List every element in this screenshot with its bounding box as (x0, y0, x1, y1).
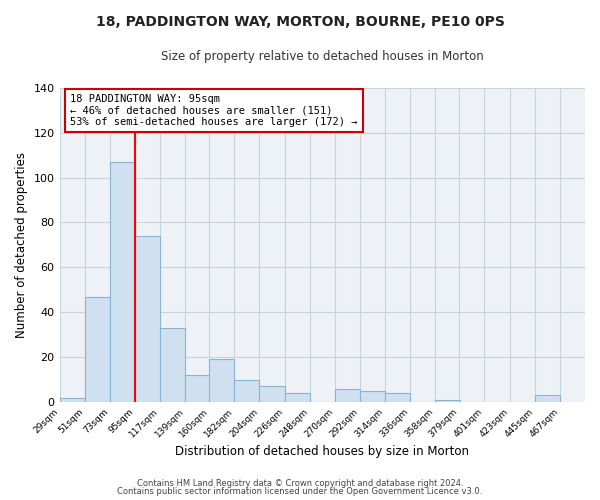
Bar (185, 375, 211, 402)
Bar (436, 400, 460, 402)
X-axis label: Distribution of detached houses by size in Morton: Distribution of detached houses by size … (175, 444, 469, 458)
Bar (85, 296, 110, 402)
Bar (235, 380, 259, 402)
Bar (110, 162, 135, 402)
Text: Contains public sector information licensed under the Open Government Licence v3: Contains public sector information licen… (118, 487, 482, 496)
Bar (385, 393, 410, 402)
Bar (209, 360, 235, 402)
Bar (160, 328, 185, 402)
Y-axis label: Number of detached properties: Number of detached properties (15, 152, 28, 338)
Text: 18, PADDINGTON WAY, MORTON, BOURNE, PE10 0PS: 18, PADDINGTON WAY, MORTON, BOURNE, PE10… (95, 15, 505, 29)
Bar (284, 393, 310, 402)
Bar (259, 386, 284, 402)
Bar (135, 236, 160, 402)
Text: Contains HM Land Registry data © Crown copyright and database right 2024.: Contains HM Land Registry data © Crown c… (137, 478, 463, 488)
Title: Size of property relative to detached houses in Morton: Size of property relative to detached ho… (161, 50, 484, 63)
Bar (335, 388, 360, 402)
Bar (59, 398, 85, 402)
Bar (535, 396, 560, 402)
Text: 18 PADDINGTON WAY: 95sqm
← 46% of detached houses are smaller (151)
53% of semi-: 18 PADDINGTON WAY: 95sqm ← 46% of detach… (70, 94, 358, 128)
Bar (360, 391, 385, 402)
